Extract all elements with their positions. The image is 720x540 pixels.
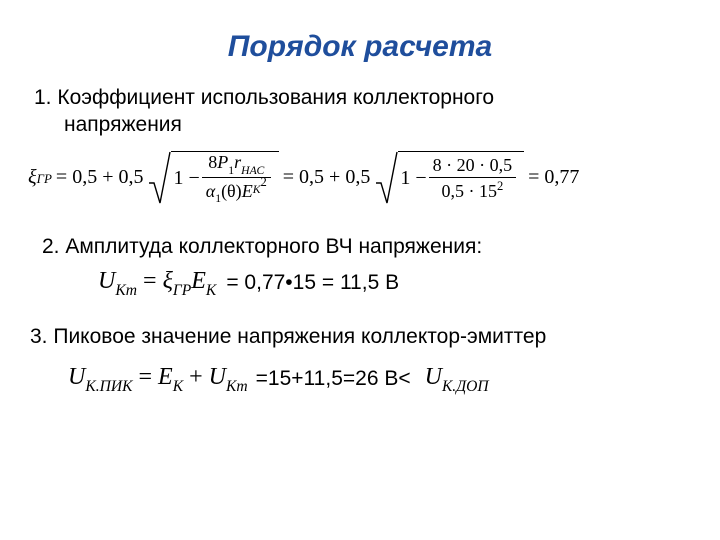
f1-rad2-frac: 8 · 20 · 0,5 0,5 · 152 — [429, 155, 517, 202]
f2-xi: ξ — [163, 268, 173, 294]
f1-r1-num-8: 8 — [208, 152, 217, 172]
f3-E: E — [158, 364, 173, 390]
f1-eq1: = 0,5 + 0,5 — [56, 166, 144, 189]
f1-sqrt-2: 1 − 8 · 20 · 0,5 0,5 · 152 — [374, 151, 524, 205]
f1-r2-den-sup: 2 — [497, 179, 503, 193]
f1-xi-sub: ГР — [37, 171, 52, 187]
f1-r1-den-E: E — [242, 181, 253, 201]
f3-U2: U — [209, 364, 226, 390]
item-2: 2. Амплитуда коллекторного ВЧ напряжения… — [28, 233, 692, 260]
f3-U3-sub: К.ДОП — [442, 378, 489, 395]
f2-tail: = 0,77•15 = 11,5 В — [226, 271, 399, 295]
f3-U-sub: К.ПИК — [85, 378, 132, 395]
f1-sqrt-1: 1 − 8P1rНАС α1(θ)EK2 — [147, 151, 278, 205]
f1-r1-num-P: P — [217, 152, 228, 172]
f1-eq3: = 0,77 — [528, 166, 579, 189]
f3-U: U — [68, 364, 85, 390]
item-1-line-2: напряжения — [34, 111, 692, 138]
f2-U: U — [98, 268, 115, 294]
f3-U3: U — [425, 364, 442, 390]
radical-icon — [374, 151, 398, 205]
f1-r1-den-alpha-sub: 1 — [215, 192, 221, 205]
f1-r1-num-P-sub: 1 — [228, 164, 234, 177]
f3-eq: = — [132, 364, 158, 390]
radical-icon — [147, 151, 171, 205]
f1-r1-den-theta: (θ) — [221, 181, 242, 201]
item-3: 3. Пиковое значение напряжения коллектор… — [28, 323, 692, 350]
f1-rad1-oneminus: 1 − — [173, 167, 199, 190]
f1-r2-num: 8 · 20 · 0,5 — [429, 155, 517, 176]
f1-xi: ξ — [28, 166, 37, 189]
f2-xi-sub: ГР — [173, 282, 191, 299]
f2-E: E — [191, 268, 206, 294]
f3-tail: =15+11,5=26 В< — [256, 367, 411, 391]
formula-2: UKm = ξГРEK = 0,77•15 = 11,5 В — [98, 268, 692, 299]
item-1: 1. Коэффициент использования коллекторно… — [28, 84, 692, 139]
f3-E-sub: K — [173, 378, 183, 395]
f1-rad2-oneminus: 1 − — [400, 167, 426, 190]
f3-plus: + — [183, 364, 209, 390]
f1-r2-den: 0,5 · 15 — [441, 181, 497, 201]
formula-1: ξ ГР = 0,5 + 0,5 1 − 8P1rНАС α1(θ)EK2 — [28, 151, 579, 205]
f1-r1-den-alpha: α — [206, 181, 215, 201]
page-title: Порядок расчета — [28, 30, 692, 64]
f2-E-sub: K — [206, 282, 216, 299]
f1-rad1-frac: 8P1rНАС α1(θ)EK2 — [202, 152, 271, 204]
f2-eq: = — [137, 268, 163, 294]
item-1-line-1: 1. Коэффициент использования коллекторно… — [34, 86, 494, 109]
f2-U-sub: Km — [115, 282, 137, 299]
formula-3: UК.ПИК = EK + UKm =15+11,5=26 В< UК.ДОП — [68, 364, 692, 395]
f1-eq2: = 0,5 + 0,5 — [283, 166, 371, 189]
f3-U2-sub: Km — [226, 378, 248, 395]
page: Порядок расчета 1. Коэффициент использов… — [0, 0, 720, 540]
f1-r1-den-E-sup: 2 — [260, 175, 266, 189]
